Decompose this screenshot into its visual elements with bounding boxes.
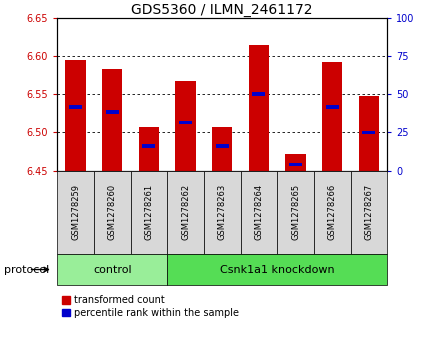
Text: Csnk1a1 knockdown: Csnk1a1 knockdown (220, 265, 334, 274)
Text: GSM1278263: GSM1278263 (218, 184, 227, 240)
Text: GSM1278261: GSM1278261 (144, 184, 154, 240)
Text: GSM1278266: GSM1278266 (328, 184, 337, 240)
Bar (286, 154, 306, 171)
Bar (57, 171, 94, 254)
Bar (94, 171, 131, 254)
Text: GSM1278265: GSM1278265 (291, 184, 300, 240)
Bar (314, 171, 351, 254)
Bar (212, 127, 232, 171)
Bar (143, 144, 155, 148)
Legend: transformed count, percentile rank within the sample: transformed count, percentile rank withi… (62, 295, 239, 318)
Bar (204, 171, 241, 254)
Text: GSM1278262: GSM1278262 (181, 184, 190, 240)
Text: GSM1278259: GSM1278259 (71, 184, 80, 240)
Bar (363, 131, 375, 134)
Bar (102, 69, 122, 171)
Bar (216, 144, 229, 148)
Bar (106, 110, 119, 114)
Bar (167, 254, 387, 285)
Bar (241, 171, 277, 254)
Text: GSM1278267: GSM1278267 (364, 184, 374, 240)
Bar (131, 171, 167, 254)
Text: control: control (93, 265, 132, 274)
Text: GSM1278260: GSM1278260 (108, 184, 117, 240)
Bar (139, 127, 159, 171)
Title: GDS5360 / ILMN_2461172: GDS5360 / ILMN_2461172 (132, 3, 313, 17)
Bar (351, 171, 387, 254)
Bar (253, 93, 265, 96)
Bar (179, 121, 192, 125)
Bar (249, 45, 269, 171)
Bar (322, 62, 342, 171)
Bar (289, 163, 302, 166)
Bar (176, 81, 196, 171)
Text: protocol: protocol (4, 265, 50, 274)
Bar (57, 254, 167, 285)
Bar (277, 171, 314, 254)
Bar (69, 105, 82, 109)
Bar (326, 105, 339, 109)
Text: GSM1278264: GSM1278264 (254, 184, 264, 240)
Bar (66, 60, 86, 171)
Bar (359, 96, 379, 171)
Bar (167, 171, 204, 254)
